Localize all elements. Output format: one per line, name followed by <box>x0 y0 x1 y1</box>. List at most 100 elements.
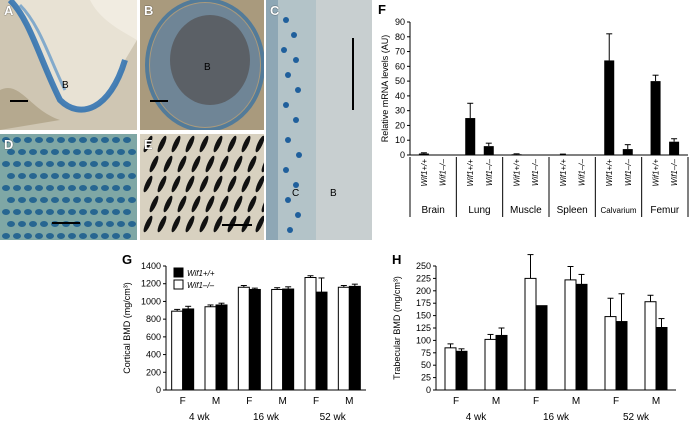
genotype-label: Wif1+/+ <box>513 159 522 187</box>
nucleus-mark <box>62 197 70 203</box>
panel-a-label: A <box>4 3 13 18</box>
sex-label: M <box>278 396 286 407</box>
y-tick-label: 125 <box>416 323 431 333</box>
panel-c-bone-label: B <box>330 188 337 199</box>
nucleus-mark <box>112 185 120 191</box>
y-tick-label: 400 <box>146 350 161 360</box>
nucleus-mark <box>24 209 32 215</box>
genotype-label: Wif1+/+ <box>652 159 661 187</box>
panel-c-image: C C B <box>266 0 372 240</box>
legend-swatch <box>174 280 183 289</box>
panel-d-label: D <box>4 137 13 152</box>
y-axis-label: Trabecular BMD (mg/cm³) <box>392 276 402 380</box>
nucleus-mark <box>84 221 92 227</box>
bar <box>419 154 429 155</box>
sex-label: F <box>453 396 459 407</box>
nucleus-mark <box>51 149 59 155</box>
nucleus-mark <box>84 197 92 203</box>
bar-wif1-knockout <box>238 287 249 390</box>
nucleus-mark <box>106 149 114 155</box>
nucleus-mark <box>13 137 21 143</box>
nucleus-mark <box>95 197 103 203</box>
y-tick-label: 80 <box>395 32 405 42</box>
y-axis-label: Cortical BMD (mg/cm³) <box>122 282 132 374</box>
nucleus-mark <box>90 209 98 215</box>
nucleus-mark <box>90 137 98 143</box>
panel-c-label: C <box>270 3 279 18</box>
bar <box>651 81 661 155</box>
y-tick-label: 40 <box>395 91 405 101</box>
sex-label: M <box>572 396 580 407</box>
y-tick-label: 225 <box>416 273 431 283</box>
nucleus-mark <box>62 149 70 155</box>
sex-label: F <box>313 396 319 407</box>
nucleus-mark <box>79 161 87 167</box>
bar-wif1-wildtype <box>183 309 194 390</box>
group-label: Spleen <box>557 205 588 216</box>
genotype-label: Wif1+/+ <box>605 159 614 187</box>
panel-a-tissue-label: B <box>62 80 69 91</box>
panel-e-label: E <box>144 137 153 152</box>
bar-wif1-knockout <box>485 339 496 390</box>
nucleus-mark <box>57 137 65 143</box>
age-label: 52 wk <box>623 412 650 423</box>
nucleus-mark <box>101 185 109 191</box>
sex-label: F <box>533 396 539 407</box>
nucleus-mark <box>40 149 48 155</box>
nucleus-mark <box>51 173 59 179</box>
y-tick-label: 200 <box>146 367 161 377</box>
y-tick-label: 600 <box>146 332 161 342</box>
nucleus-mark <box>57 185 65 191</box>
chart-h-trabecular-bmd: 0255075100125150175200225250Trabecular B… <box>388 252 688 430</box>
bar <box>604 60 614 155</box>
nucleus-mark <box>40 221 48 227</box>
nucleus-mark <box>84 173 92 179</box>
bar-wif1-knockout <box>272 289 283 390</box>
nucleus-mark <box>18 149 26 155</box>
panel-a-image: A B <box>0 0 137 130</box>
bar-wif1-wildtype <box>656 328 667 390</box>
nucleus-mark <box>95 221 103 227</box>
genotype-label: Wif1–/– <box>485 158 494 186</box>
group-label: Brain <box>421 205 444 216</box>
nucleus-mark <box>106 197 114 203</box>
nucleus-mark <box>112 137 120 143</box>
nucleus-mark <box>7 221 15 227</box>
y-tick-label: 25 <box>421 373 431 383</box>
panel-b-image: B B <box>140 0 264 130</box>
bar <box>512 154 522 155</box>
group-label: Calvarium <box>600 206 636 215</box>
y-tick-label: 175 <box>416 298 431 308</box>
nucleus-mark <box>51 197 59 203</box>
nucleus-mark <box>79 137 87 143</box>
nucleus-mark <box>40 197 48 203</box>
nucleus-mark <box>57 161 65 167</box>
nucleus-mark <box>73 173 81 179</box>
genotype-label: Wif1+/+ <box>420 159 429 187</box>
y-tick-label: 70 <box>395 47 405 57</box>
genotype-label: Wif1+/+ <box>466 159 475 187</box>
bar-wif1-knockout <box>525 278 536 390</box>
nucleus-mark <box>29 221 37 227</box>
bar-wif1-wildtype <box>216 305 227 390</box>
age-label: 4 wk <box>466 412 488 423</box>
nucleus-mark <box>106 221 114 227</box>
nucleus-mark <box>112 161 120 167</box>
nucleus-mark <box>2 185 10 191</box>
nucleus-mark <box>128 149 136 155</box>
nucleus-mark <box>46 209 54 215</box>
nucleus-mark <box>123 161 131 167</box>
nucleus-mark <box>79 185 87 191</box>
y-tick-label: 250 <box>416 261 431 271</box>
panel-e-image: E <box>140 134 264 240</box>
nucleus-mark <box>24 161 32 167</box>
y-tick-label: 1200 <box>141 279 161 289</box>
legend-swatch <box>174 268 183 277</box>
nucleus-mark <box>57 209 65 215</box>
sex-label: M <box>345 396 353 407</box>
y-tick-label: 1400 <box>141 261 161 271</box>
nucleus-mark <box>46 137 54 143</box>
genotype-label: Wif1–/– <box>438 158 447 186</box>
bar-wif1-wildtype <box>536 306 547 390</box>
nucleus-mark <box>117 149 125 155</box>
